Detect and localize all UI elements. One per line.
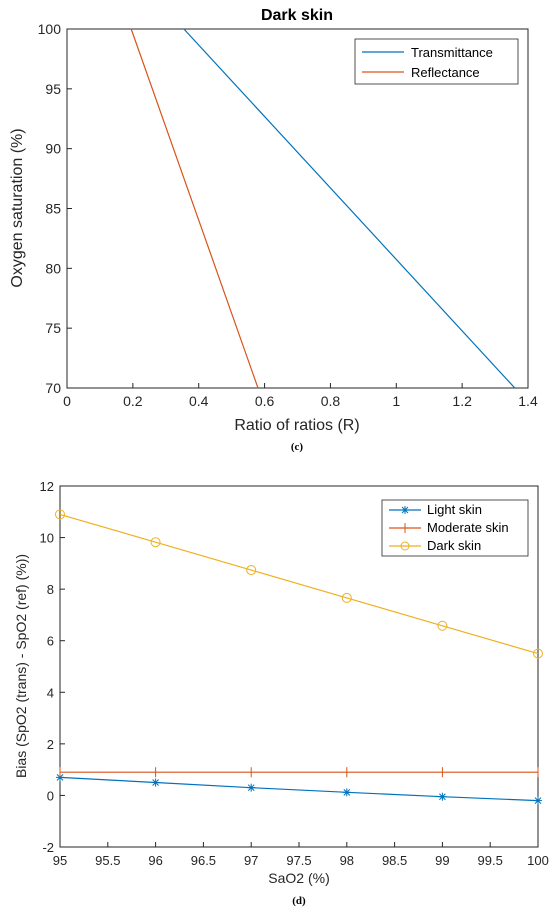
chart-d-y-ticks: -2 0 2 4 6 8 10 12 [40,479,65,855]
point-dark-skin [533,648,543,659]
series-line-light-skin [59,776,539,802]
d-x-tick-label: 96 [148,853,162,868]
chart-c-y-ticks: 70 75 80 85 90 95 100 [38,21,72,396]
c-x-tick-label: 0.4 [189,393,209,409]
d-y-tick-label: 10 [40,531,54,546]
chart-c-x-ticks: 0 0.2 0.4 0.6 0.8 1 1.2 1.4 [63,383,538,409]
d-y-tick-label: 8 [47,582,54,597]
d-x-tick-label: 99.5 [478,853,503,868]
d-x-tick-label: 95.5 [95,853,120,868]
c-y-tick-label: 90 [45,141,61,157]
c-x-tick-label: 0.2 [123,393,143,409]
d-x-tick-label: 97.5 [286,853,311,868]
chart-c-caption: (c) [291,441,304,453]
chart-c-title: Dark skin [261,7,333,24]
chart-c-legend-box [354,38,519,85]
d-x-tick-label: 98.5 [382,853,407,868]
chart-c-y-label: Oxygen saturation (%) [9,128,26,287]
legend-label-reflectance: Reflectance [411,65,480,80]
point-light-skin [151,778,160,787]
point-dark-skin [150,537,161,548]
chart-d-y-label: Bias (SpO2 (trans) - SpO2 (ref) (%)) [13,554,29,778]
d-y-tick-label: 6 [47,634,54,649]
d-x-tick-label: 99 [435,853,449,868]
d-y-tick-label: 12 [40,479,54,494]
point-dark-skin [246,565,257,576]
chart-d-x-ticks: 95 95.5 96 96.5 97 97.5 98 98.5 99 99.5 100 [53,842,549,868]
chart-d: 95 95.5 96 96.5 97 97.5 98 98.5 99 99.5 100 -2 0 2 4 6… [13,479,549,907]
chart-d-caption: (d) [292,895,306,907]
legend-label-dark-skin: Dark skin [427,538,481,553]
chart-d-x-label: SaO2 (%) [268,870,329,886]
chart-c-x-label: Ratio of ratios (R) [234,417,359,434]
c-x-tick-label: 0 [63,393,71,409]
c-x-tick-label: 1.4 [518,393,538,409]
c-y-tick-label: 70 [45,380,61,396]
d-x-tick-label: 100 [527,853,549,868]
c-y-tick-label: 100 [38,21,62,37]
d-y-tick-label: -2 [42,840,54,855]
chart-d-series [55,509,543,805]
c-y-tick-label: 75 [45,320,61,336]
legend-label-light-skin: Light skin [427,502,482,517]
d-y-tick-label: 0 [47,788,54,803]
chart-c-plot-area [66,28,529,389]
d-y-tick-label: 2 [47,737,54,752]
d-y-tick-label: 4 [47,685,54,700]
point-dark-skin [437,620,448,631]
d-x-tick-label: 96.5 [191,853,216,868]
c-x-tick-label: 0.6 [255,393,275,409]
point-dark-skin [55,509,65,520]
chart-c-legend: Transmittance Reflectance [354,38,519,85]
series-line-transmittance [183,28,516,389]
series-line-reflectance [130,28,259,389]
c-x-tick-label: 1.2 [452,393,472,409]
chart-c: Dark skin 0 0.2 0.4 0.6 0.8 1 1.2 1.4 70 75 80 85 9… [9,7,538,453]
d-x-tick-label: 97 [244,853,258,868]
chart-d-legend: Light skin Moderate skin Dark skin [381,499,529,557]
point-light-skin [534,796,542,805]
d-x-tick-label: 95 [53,853,67,868]
c-y-tick-label: 80 [45,260,61,276]
legend-label-moderate-skin: Moderate skin [427,520,509,535]
point-light-skin [438,792,447,801]
legend-marker-dark-skin [400,541,410,551]
c-x-tick-label: 0.8 [321,393,341,409]
c-y-tick-label: 85 [45,201,61,217]
series-line-dark-skin [59,513,539,655]
chart-c-series [130,28,516,389]
d-x-tick-label: 98 [340,853,354,868]
legend-marker-light-skin [401,506,409,514]
point-light-skin [342,788,351,797]
point-dark-skin [341,592,352,603]
legend-label-transmittance: Transmittance [411,45,493,60]
point-light-skin [247,783,256,792]
c-y-tick-label: 95 [45,81,61,97]
c-x-tick-label: 1 [392,393,400,409]
